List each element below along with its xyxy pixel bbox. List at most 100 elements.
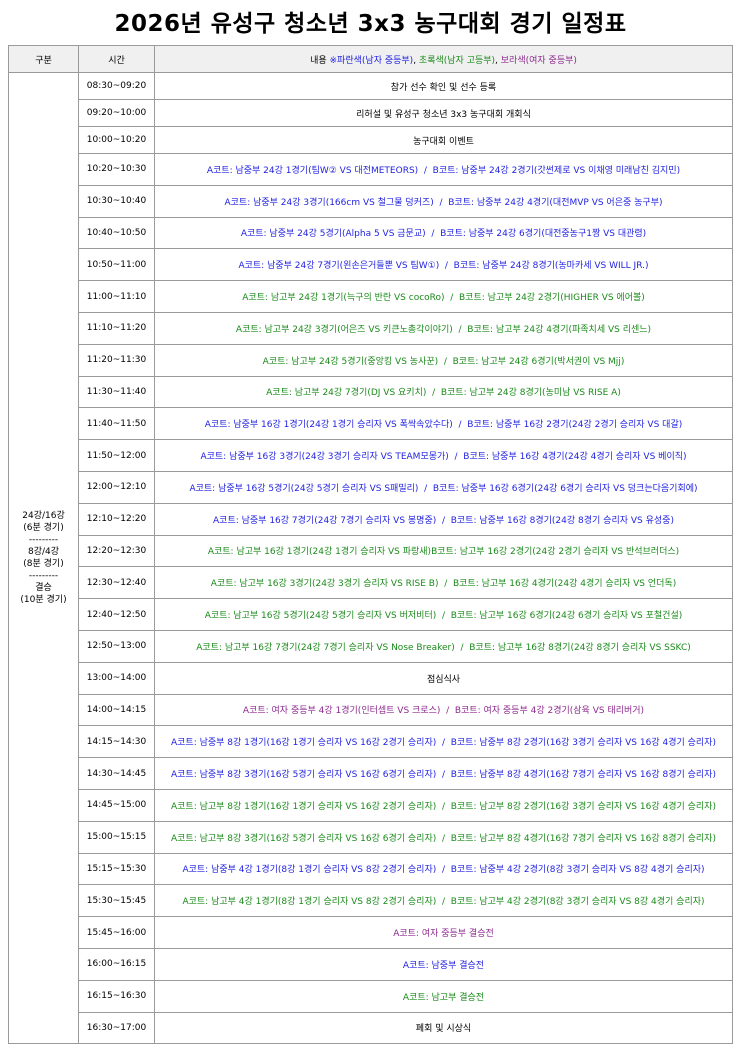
schedule-row: 16:15~16:30 A코트: 남고부 결승전 — [9, 979, 733, 1013]
schedule-row: 12:50~13:00 A코트: 남고부 16강 7경기(24강 7경기 승리자 … — [9, 629, 733, 663]
content-cell: A코트: 남고부 4강 1경기(8강 1경기 승리자 VS 8강 2경기 승리자… — [154, 884, 733, 918]
header-group: 구분 — [8, 45, 79, 73]
time-cell: 15:45~16:00 — [78, 916, 155, 949]
schedule-row: 15:30~15:45 A코트: 남고부 4강 1경기(8강 1경기 승리자 VS… — [9, 884, 733, 918]
schedule-row: 16:30~17:00 폐회 및 시상식 — [9, 1011, 733, 1045]
content-cell: 참가 선수 확인 및 선수 등록 — [154, 72, 733, 100]
schedule-row: 10:20~10:30 A코트: 남중부 24강 1경기(팀W② VS 대전MET… — [9, 153, 733, 186]
content-cell: A코트: 남중부 24강 1경기(팀W② VS 대전METEORS) / B코트… — [154, 153, 733, 186]
schedule-row: 11:10~11:20 A코트: 남고부 24강 3경기(어은즈 VS 키큰노총각… — [9, 311, 733, 345]
schedule-row: 15:15~15:30 A코트: 남중부 4강 1경기(8강 1경기 승리자 VS… — [9, 852, 733, 886]
schedule-row: 11:50~12:00 A코트: 남중부 16강 3경기(24강 3경기 승리자 … — [9, 439, 733, 472]
schedule-row: 11:40~11:50 A코트: 남중부 16강 1경기(24강 1경기 승리자 … — [9, 407, 733, 441]
header-segment: 보라색(여자 중등부) — [500, 55, 577, 66]
time-cell: 16:00~16:15 — [78, 947, 155, 981]
schedule-row: 12:30~12:40 A코트: 남고부 16강 3경기(24강 3경기 승리자 … — [9, 566, 733, 600]
content-cell: A코트: 남고부 24강 1경기(늑구의 반란 VS cocoRo) / B코트… — [154, 280, 733, 313]
content-cell: A코트: 여자 중등부 4강 1경기(인터셉트 VS 크로스) / B코트: 여… — [154, 693, 733, 727]
time-cell: 15:30~15:45 — [78, 884, 155, 918]
content-cell: A코트: 남고부 16강 7경기(24강 7경기 승리자 VS Nose Bre… — [154, 629, 733, 663]
content-cell: 리허설 및 유성구 청소년 3x3 농구대회 개회식 — [154, 99, 733, 127]
header-row: 구분 시간 내용 ※파란색(남자 중등부), 초록색(남자 고등부), 보라색(… — [8, 45, 733, 73]
content-cell: A코트: 남고부 8강 1경기(16강 1경기 승리자 VS 16강 2경기 승… — [154, 788, 733, 822]
group-line: 결승 — [35, 583, 52, 594]
time-cell: 09:20~10:00 — [78, 99, 155, 127]
time-cell: 11:50~12:00 — [78, 439, 155, 472]
content-cell: A코트: 남중부 8강 1경기(16강 1경기 승리자 VS 16강 2경기 승… — [154, 725, 733, 759]
time-cell: 12:20~12:30 — [78, 534, 155, 568]
schedule-body: 구분 시간 내용 ※파란색(남자 중등부), 초록색(남자 고등부), 보라색(… — [8, 45, 733, 1045]
time-cell: 11:30~11:40 — [78, 375, 155, 409]
schedule-row: 11:00~11:10 A코트: 남고부 24강 1경기(늑구의 반란 VS co… — [9, 280, 733, 313]
content-cell: A코트: 남고부 24강 5경기(중앙킹 VS 농사꾼) / B코트: 남고부 … — [154, 343, 733, 377]
schedule-row: 10:00~10:20 농구대회 이벤트 — [9, 126, 733, 154]
schedule-row: 11:30~11:40 A코트: 남고부 24강 7경기(DJ VS 요키치) /… — [9, 375, 733, 409]
schedule-row: 15:45~16:00 A코트: 여자 중등부 결승전 — [9, 916, 733, 949]
schedule-row: 09:20~10:00 리허설 및 유성구 청소년 3x3 농구대회 개회식 — [9, 99, 733, 127]
time-cell: 10:00~10:20 — [78, 126, 155, 154]
page-title: 2026년 유성구 청소년 3x3 농구대회 경기 일정표 — [114, 11, 627, 37]
content-cell: A코트: 남고부 16강 5경기(24강 5경기 승리자 VS 버저비터) / … — [154, 598, 733, 631]
content-cell: A코트: 남중부 16강 7경기(24강 7경기 승리자 VS 봉명중) / B… — [154, 502, 733, 536]
group-line: --------- — [28, 535, 59, 546]
time-cell: 12:10~12:20 — [78, 502, 155, 536]
time-cell: 15:00~15:15 — [78, 820, 155, 854]
content-cell: A코트: 남고부 24강 3경기(어은즈 VS 키큰노총각이야기) / B코트:… — [154, 311, 733, 345]
content-cell: 점심식사 — [154, 661, 733, 695]
schedule-row: 10:40~10:50 A코트: 남중부 24강 5경기(Alpha 5 VS 금… — [9, 216, 733, 250]
group-line: --------- — [28, 571, 59, 582]
content-cell: A코트: 남고부 16강 3경기(24강 3경기 승리자 VS RISE B) … — [154, 566, 733, 600]
schedule-row: 11:20~11:30 A코트: 남고부 24강 5경기(중앙킹 VS 농사꾼) … — [9, 343, 733, 377]
content-cell: A코트: 남중부 24강 7경기(왼손은거들뿐 VS 팀W①) / B코트: 남… — [154, 248, 733, 282]
time-cell: 12:40~12:50 — [78, 598, 155, 631]
content-cell: 폐회 및 시상식 — [154, 1011, 733, 1045]
header-segment: , — [413, 55, 419, 66]
time-cell: 11:10~11:20 — [78, 311, 155, 345]
header-segment: 초록색(남자 고등부) — [418, 55, 496, 66]
schedule-row: 14:30~14:45 A코트: 남중부 8강 3경기(16강 5경기 승리자 V… — [9, 757, 733, 790]
schedule-row: 10:30~10:40 A코트: 남중부 24강 3경기(166cm VS 철그물… — [9, 184, 733, 218]
schedule-row: 24강/16강 (6분 경기) --------- 8강/4강 (8분 경기) -----… — [8, 71, 733, 1045]
content-cell: A코트: 남중부 4강 1경기(8강 1경기 승리자 VS 8강 2경기 승리자… — [154, 852, 733, 886]
time-cell: 10:20~10:30 — [78, 153, 155, 186]
time-cell: 10:40~10:50 — [78, 216, 155, 250]
header-segment: ※파란색(남자 중등부) — [329, 55, 414, 66]
content-cell: A코트: 남중부 16강 3경기(24강 3경기 승리자 VS TEAM모몽가)… — [154, 439, 733, 472]
schedule-row: 12:20~12:30 A코트: 남고부 16강 1경기(24강 1경기 승리자 … — [9, 534, 733, 568]
content-cell: A코트: 남고부 결승전 — [154, 979, 733, 1013]
content-cell: A코트: 남고부 24강 7경기(DJ VS 요키치) / B코트: 남고부 2… — [154, 375, 733, 409]
group-line: 24강/16강 — [22, 511, 65, 522]
content-cell: A코트: 남중부 24강 5경기(Alpha 5 VS 금문교) / B코트: … — [154, 216, 733, 250]
time-cell: 16:30~17:00 — [78, 1011, 155, 1045]
content-cell: 농구대회 이벤트 — [154, 126, 733, 154]
content-cell: A코트: 남중부 24강 3경기(166cm VS 철그물 덩커즈) / B코트… — [154, 184, 733, 218]
time-cell: 15:15~15:30 — [78, 852, 155, 886]
time-cell: 10:50~11:00 — [78, 248, 155, 282]
time-cell: 12:30~12:40 — [78, 566, 155, 600]
time-cell: 11:40~11:50 — [78, 407, 155, 441]
time-cell: 11:20~11:30 — [78, 343, 155, 377]
time-cell: 12:50~13:00 — [78, 629, 155, 663]
content-cell: A코트: 남고부 8강 3경기(16강 5경기 승리자 VS 16강 6경기 승… — [154, 820, 733, 854]
content-cell: A코트: 남중부 8강 3경기(16강 5경기 승리자 VS 16강 6경기 승… — [154, 757, 733, 790]
schedule-row: 16:00~16:15 A코트: 남중부 결승전 — [9, 947, 733, 981]
time-cell: 14:15~14:30 — [78, 725, 155, 759]
header-segment: 내용 — [310, 55, 330, 66]
time-cell: 11:00~11:10 — [78, 280, 155, 313]
time-cell: 13:00~14:00 — [78, 661, 155, 695]
time-cell: 14:00~14:15 — [78, 693, 155, 727]
time-cell: 10:30~10:40 — [78, 184, 155, 218]
schedule-row: 12:40~12:50 A코트: 남고부 16강 5경기(24강 5경기 승리자 … — [9, 598, 733, 631]
schedule-row: 15:00~15:15 A코트: 남고부 8강 3경기(16강 5경기 승리자 V… — [9, 820, 733, 854]
schedule-row: 10:50~11:00 A코트: 남중부 24강 7경기(왼손은거들뿐 VS 팀W… — [9, 248, 733, 282]
time-cell: 16:15~16:30 — [78, 979, 155, 1013]
content-cell: A코트: 남중부 16강 1경기(24강 1경기 승리자 VS 폭싹속았수다) … — [154, 407, 733, 441]
content-cell: A코트: 여자 중등부 결승전 — [154, 916, 733, 949]
group-line: (10분 경기) — [20, 595, 67, 606]
schedule-row: 12:10~12:20 A코트: 남중부 16강 7경기(24강 7경기 승리자 … — [9, 502, 733, 536]
header-segment: , — [495, 55, 501, 66]
header-content: 내용 ※파란색(남자 중등부), 초록색(남자 고등부), 보라색(여자 중등부… — [154, 45, 733, 73]
schedule-row: 12:00~12:10 A코트: 남중부 16강 5경기(24강 5경기 승리자 … — [9, 470, 733, 504]
schedule-row: 14:15~14:30 A코트: 남중부 8강 1경기(16강 1경기 승리자 V… — [9, 725, 733, 759]
